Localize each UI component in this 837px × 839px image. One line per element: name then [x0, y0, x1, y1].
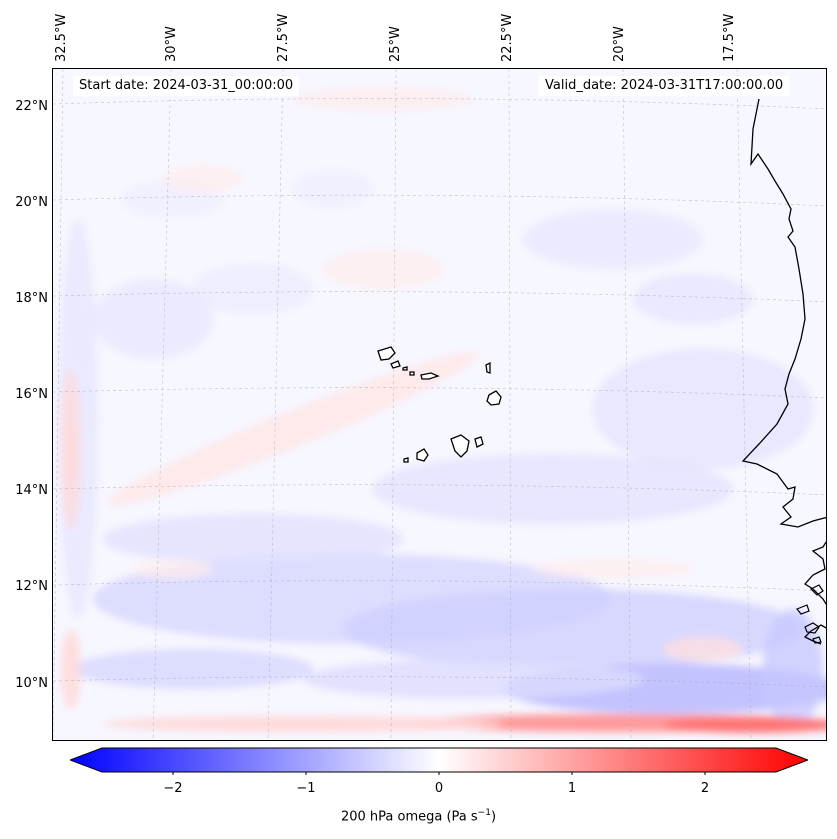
- lon-label-30w: 30°W: [164, 26, 179, 62]
- valid-date-label: Valid_date: 2024-03-31T17:00:00.00: [539, 76, 790, 96]
- lat-label-22n: 22°N: [15, 99, 48, 114]
- lon-label-27-5w: 27.5°W: [276, 13, 291, 62]
- lat-label-18n: 18°N: [15, 291, 48, 306]
- map-panel: [52, 68, 827, 741]
- colorbar-tick-0: 0: [434, 781, 444, 796]
- lon-label-32-5w: 32.5°W: [54, 13, 69, 62]
- colorbar-title-tail: ): [490, 809, 497, 825]
- gridlines: [53, 69, 826, 740]
- colorbar-title-exponent: −1: [477, 808, 491, 818]
- lat-label-12n: 12°N: [15, 579, 48, 594]
- colorbar-gradient: [70, 747, 808, 773]
- omega-field-map: [53, 69, 826, 740]
- colorbar: [70, 747, 808, 775]
- colorbar-title: 200 hPa omega (Pa s−1): [0, 808, 837, 824]
- lat-label-10n: 10°N: [15, 676, 48, 691]
- colorbar-title-main: 200 hPa omega (Pa s: [340, 809, 478, 825]
- lat-label-16n: 16°N: [15, 387, 48, 402]
- bijagos-islands: [796, 584, 824, 644]
- colorbar-tick-marks: [172, 772, 706, 775]
- lon-label-22-5w: 22.5°W: [500, 13, 515, 62]
- lat-label-14n: 14°N: [15, 483, 48, 498]
- lon-label-17-5w: 17.5°W: [722, 13, 737, 62]
- cape-verde-islands: [377, 346, 502, 463]
- omega-field-shading: [58, 87, 826, 733]
- colorbar-tick-neg1: −1: [296, 781, 316, 796]
- colorbar-tick-2: 2: [700, 781, 710, 796]
- start-date-label: Start date: 2024-03-31_00:00:00: [73, 76, 300, 96]
- lon-label-20w: 20°W: [612, 26, 627, 62]
- lat-label-20n: 20°N: [15, 195, 48, 210]
- colorbar-tick-1: 1: [567, 781, 577, 796]
- colorbar-tick-neg2: −2: [163, 781, 183, 796]
- lon-label-25w: 25°W: [388, 26, 403, 62]
